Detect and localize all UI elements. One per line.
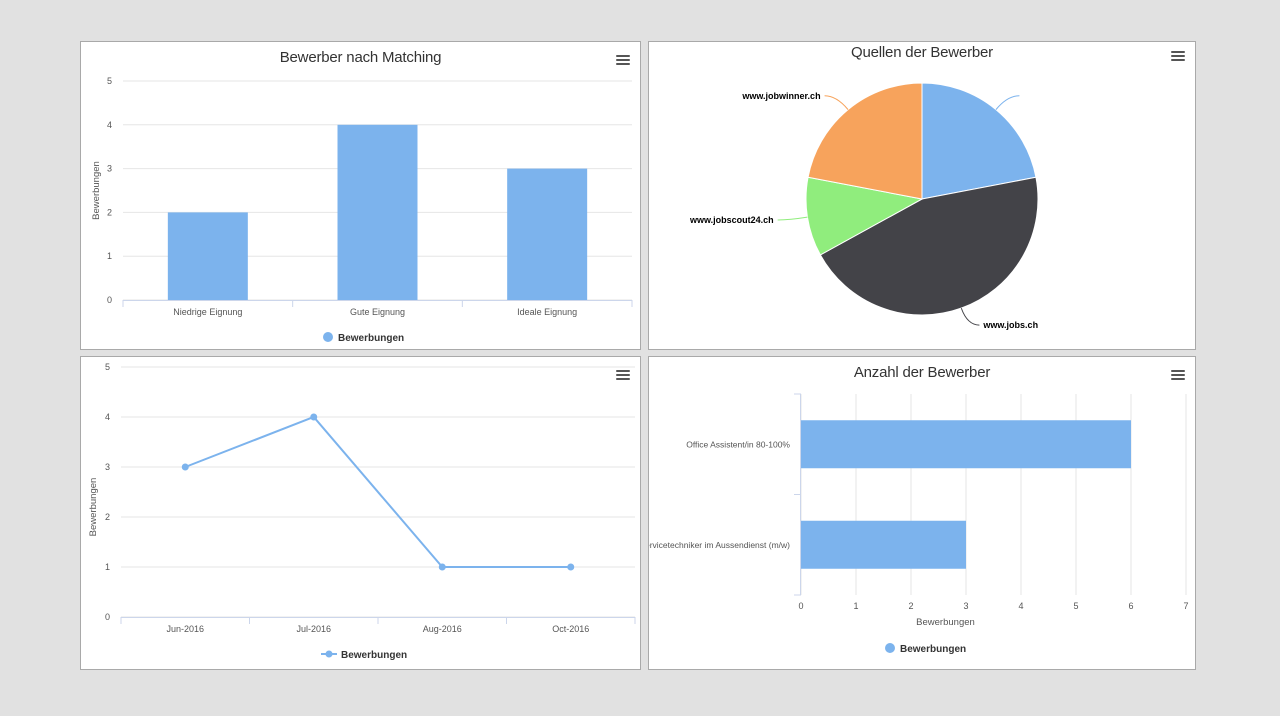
sources-pie-chart: www.jobs.ch www.jobscout24.ch www.jobwinne…: [689, 82, 1039, 330]
pie-connector: [995, 95, 1020, 110]
x-tick-label: Niedrige Eignung: [173, 307, 242, 317]
count-horizontal-bar-chart: 0 1 2 3 4 5 6 7 Bewerbungen Office Assistent/in 8…: [648, 393, 1189, 655]
hamburger-menu-icon[interactable]: [1171, 51, 1185, 62]
hamburger-menu-icon[interactable]: [616, 55, 630, 66]
y-axis-label: Bewerbungen: [88, 478, 99, 537]
pie-slice-label: www.jobscout24.ch: [689, 215, 774, 225]
pie-slice: [819, 176, 1039, 316]
data-point: [567, 563, 575, 571]
timeline-chart-panel: 0 1 2 3 4 5 Bewerbungen Jun-2016 Jul-2016 Aug-201…: [80, 356, 641, 670]
x-tick-label: 6: [1128, 601, 1133, 611]
pie-slice-label: www.jobwinner.ch: [741, 91, 820, 101]
pie-connector: [777, 216, 808, 221]
data-point: [438, 563, 446, 571]
legend-marker: [885, 643, 895, 653]
y-tick-label: 2: [105, 512, 110, 522]
legend-label: Bewerbungen: [341, 650, 407, 661]
legend-marker: [323, 332, 333, 342]
bar: [337, 124, 418, 300]
x-tick-label: 3: [963, 601, 968, 611]
x-tick-label: 2: [908, 601, 913, 611]
y-tick-label: 5: [105, 362, 110, 372]
matching-chart-panel: Bewerber nach Matching 0 1 2 3 4 5 Bewerbungen…: [80, 41, 641, 350]
x-axis-label: Bewerbungen: [916, 617, 975, 628]
pie-slice: [807, 82, 923, 200]
y-tick-label: 4: [105, 412, 110, 422]
pie-connector: [960, 307, 980, 326]
bar: [801, 520, 966, 569]
chart-title: Quellen der Bewerber: [851, 44, 993, 61]
legend-label: Bewerbungen: [900, 644, 966, 655]
x-tick-label: Aug-2016: [423, 624, 462, 634]
x-tick-label: Jun-2016: [166, 624, 204, 634]
hamburger-menu-icon[interactable]: [1171, 370, 1185, 381]
matching-bar-chart: 0 1 2 3 4 5 Bewerbungen Niedrige Eignung Gute Ei…: [91, 76, 633, 344]
x-tick-label: Gute Eignung: [350, 307, 405, 317]
x-tick-label: 0: [798, 601, 803, 611]
y-tick-label: 1: [105, 562, 110, 572]
y-tick-label: Office Assistent/in 80-100%: [686, 439, 790, 449]
bar: [801, 420, 1131, 469]
x-tick-label: 5: [1073, 601, 1078, 611]
legend-marker: [325, 650, 333, 658]
pie-connector: [824, 95, 849, 110]
x-tick-label: 7: [1183, 601, 1188, 611]
x-tick-label: 4: [1018, 601, 1023, 611]
pie-slice: [805, 176, 924, 256]
bar: [507, 168, 588, 300]
y-tick-label: 2: [107, 207, 112, 217]
x-tick-label: Oct-2016: [552, 624, 589, 634]
y-axis-label: Bewerbungen: [91, 161, 102, 220]
data-point: [181, 463, 189, 471]
y-tick-label: 0: [105, 612, 110, 622]
y-tick-label: 3: [107, 164, 112, 174]
series-line: [184, 415, 571, 568]
pie-slice-label: www.jobs.ch: [982, 320, 1038, 330]
chart-title: Bewerber nach Matching: [279, 49, 442, 66]
y-tick-label: 5: [107, 76, 112, 86]
x-tick-label: Ideale Eignung: [517, 307, 577, 317]
x-tick-label: Jul-2016: [296, 624, 331, 634]
y-tick-label: Servicetechniker im Aussendienst (m/w): [648, 540, 790, 550]
hamburger-menu-icon[interactable]: [616, 370, 630, 381]
pie-slice: [921, 82, 1037, 200]
legend-label: Bewerbungen: [338, 333, 404, 344]
y-tick-label: 0: [107, 295, 112, 305]
chart-title: Anzahl der Bewerber: [853, 364, 991, 381]
y-tick-label: 4: [107, 120, 112, 130]
bar: [167, 212, 248, 300]
y-tick-label: 3: [105, 462, 110, 472]
x-tick-label: 1: [853, 601, 858, 611]
timeline-line-chart: 0 1 2 3 4 5 Bewerbungen Jun-2016 Jul-2016 Aug-201…: [88, 362, 636, 661]
sources-chart-panel: Quellen der Bewerber www.jobs.ch www.jobs…: [648, 41, 1196, 350]
data-point: [310, 413, 318, 421]
y-tick-label: 1: [107, 251, 112, 261]
count-chart-panel: Anzahl der Bewerber 0 1 2 3 4 5 6 7 Bewerbungen O…: [648, 356, 1196, 670]
